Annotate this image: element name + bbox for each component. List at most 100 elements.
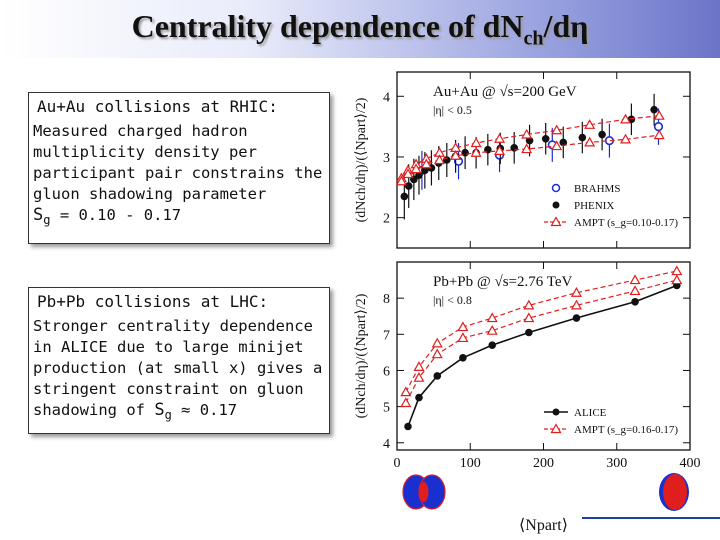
phenix-point <box>461 148 469 157</box>
ampt-point <box>620 133 632 144</box>
title-end: /dη <box>543 8 589 44</box>
ampt-point <box>431 348 443 359</box>
y-tick-label: 6 <box>383 364 390 379</box>
legend-label: AMPT (s_g=0.10-0.17) <box>574 217 678 229</box>
ampt-point <box>653 129 665 140</box>
ampt-point <box>620 113 632 124</box>
phenix-point <box>415 171 423 179</box>
phenix-point <box>525 136 534 145</box>
ampt-point <box>410 163 422 174</box>
panel-subtitle: |η| < 0.8 <box>433 293 472 307</box>
ampt-point <box>584 136 596 147</box>
x-tick-label: 300 <box>606 456 627 471</box>
x-tick-label: 400 <box>680 456 701 471</box>
legend-marker <box>552 201 560 209</box>
rhic-text-box: Au+Au collisions at RHIC: Measured charg… <box>28 92 330 244</box>
ampt-point <box>551 124 563 135</box>
x-tick-label: 100 <box>460 456 481 471</box>
rhic-line: gluon shadowing parameter <box>33 185 267 203</box>
ampt-point <box>486 324 498 335</box>
ampt-point <box>431 337 443 348</box>
title-main: Centrality dependence of dN <box>131 8 524 44</box>
y-tick-label: 4 <box>383 90 390 105</box>
sg-symbol: S <box>154 400 165 420</box>
title-sub: ch <box>523 27 544 50</box>
brahms-point <box>653 122 664 132</box>
alice-point <box>404 422 412 431</box>
ampt-point <box>400 397 412 408</box>
rhic-body: Measured charged hadron multiplicity den… <box>33 121 329 231</box>
title-bar <box>0 0 720 58</box>
panel-subtitle: |η| < 0.5 <box>433 103 472 117</box>
lhc-heading: Pb+Pb collisions at LHC: <box>37 292 269 311</box>
legend-marker <box>552 408 560 416</box>
ampt-point <box>629 285 641 296</box>
phenix-point <box>510 144 518 152</box>
sg-subscript: g <box>43 213 51 227</box>
alice-point <box>459 354 467 362</box>
plot-area: 2 3 4 Au+Au @ √s=200 GeV |η| < 0.5 (dNch/dη)/… <box>340 60 720 540</box>
rhic-line: multiplicity density per <box>33 143 257 161</box>
phenix-point <box>541 134 550 143</box>
alice-point <box>415 393 423 402</box>
alice-point <box>525 328 533 337</box>
lhc-line: Stronger centrality dependence <box>33 317 313 335</box>
y-tick-label: 3 <box>383 151 390 166</box>
legend-marker <box>551 183 561 193</box>
panel-title: Au+Au @ √s=200 GeV <box>433 84 577 100</box>
ampt-point <box>521 143 533 154</box>
ampt-point <box>486 312 498 323</box>
rhic-line: Measured charged hadron <box>33 122 248 140</box>
phenix-point <box>421 166 429 175</box>
ampt-point <box>570 299 582 310</box>
ampt-point <box>450 150 462 160</box>
sg-subscript: g <box>164 408 172 422</box>
rhic-line: participant pair constrains the <box>33 164 323 182</box>
ampt-point <box>457 321 469 332</box>
ampt-point <box>653 109 665 120</box>
overlap-region-icon <box>419 482 429 502</box>
y-axis-label: (dNch/dη)/(⟨Npart⟩/2) <box>354 293 369 418</box>
rhic-sg-line: Sg = 0.10 - 0.17 <box>33 205 329 231</box>
x-tick-label: 0 <box>394 456 401 471</box>
ampt-point <box>395 175 407 186</box>
lhc-body: Stronger centrality dependence in ALICE … <box>33 316 329 426</box>
rhic-heading: Au+Au collisions at RHIC: <box>37 97 278 116</box>
ampt-point <box>584 119 596 129</box>
multiplicity-chart: 2 3 4 Au+Au @ √s=200 GeV |η| < 0.5 (dNch/dη)/… <box>354 71 701 534</box>
ampt-point <box>400 386 412 397</box>
phenix-point <box>578 133 587 142</box>
phenix-point <box>404 182 413 190</box>
ampt-point <box>413 371 425 382</box>
panel-title: Pb+Pb @ √s=2.76 TeV <box>433 274 572 290</box>
ampt-point <box>470 137 482 148</box>
alice-point <box>488 341 497 349</box>
lhc-sg-line: shadowing of Sg ≈ 0.17 <box>33 400 329 426</box>
lhc-last-prefix: shadowing of <box>33 401 155 419</box>
ampt-point <box>551 140 563 151</box>
x-tick-label: 200 <box>533 456 554 471</box>
y-tick-label: 2 <box>383 212 390 227</box>
legend-label: BRAHMS <box>574 183 620 195</box>
y-tick-label: 8 <box>383 292 390 307</box>
lhc-line: in ALICE due to large minijet <box>33 338 304 356</box>
y-tick-label: 7 <box>383 328 390 343</box>
ampt-point <box>523 299 535 310</box>
y-tick-label: 4 <box>383 437 390 452</box>
ampt-point <box>457 332 469 343</box>
x-axis-label: ⟨Npart⟩ <box>519 517 568 534</box>
ampt-point <box>570 287 582 297</box>
ampt-point <box>494 133 506 143</box>
legend-label: PHENIX <box>574 200 614 212</box>
ampt-point <box>521 128 533 139</box>
ampt-point <box>494 145 506 155</box>
lhc-line: production (at small x) gives a <box>33 359 323 377</box>
ampt-point <box>413 361 425 371</box>
alice-point <box>433 372 442 380</box>
sg-value: ≈ 0.17 <box>171 401 238 419</box>
ampt-point <box>433 154 446 165</box>
slide-title: Centrality dependence of dNch/dη <box>0 8 720 50</box>
phenix-point <box>650 105 658 114</box>
phenix-point <box>598 130 606 139</box>
central-nucleus-front-icon <box>663 474 687 510</box>
